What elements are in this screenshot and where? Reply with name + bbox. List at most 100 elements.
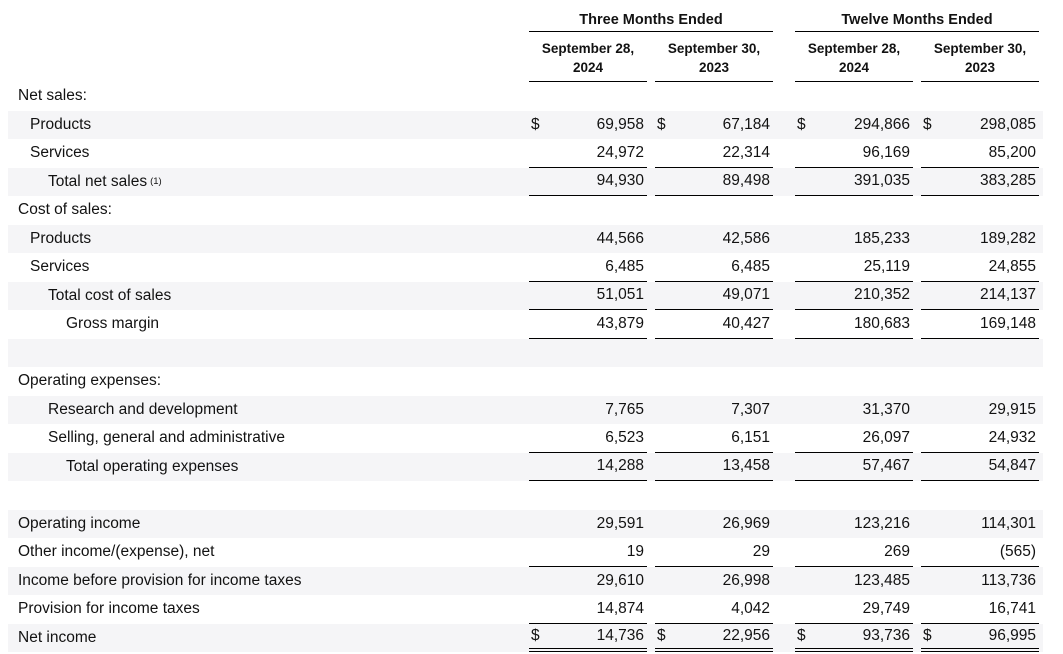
column-group-gap [777,310,791,339]
value-inner: 19 [529,538,647,567]
value-text: 294,866 [853,115,910,133]
section-header-row: Net sales: [8,82,1043,111]
value-text: 44,566 [596,229,644,247]
table-row: Total operating expenses 14,288 13,458 57,4… [8,452,1043,481]
row-label-text: Total net sales [48,172,148,190]
value-cell: 40,427 [651,310,777,339]
value-text: 54,847 [988,457,1036,475]
value-text: 31,370 [862,400,910,418]
value-inner [795,82,913,111]
value-cell: 24,855 [917,253,1043,282]
value-inner: 4,042 [655,595,773,624]
row-label-text: Research and development [48,400,238,418]
value-inner: 114,301 [921,510,1039,539]
value-inner: 210,352 [795,282,913,310]
table-row: Total cost of sales 51,051 49,071 210,352 21… [8,281,1043,310]
value-text: 89,498 [722,172,770,190]
value-inner: 16,741 [921,595,1039,624]
value-cell: 13,458 [651,453,777,481]
group-three-months-label: Three Months Ended [529,12,773,32]
value-cell: $298,085 [917,111,1043,140]
value-cell [791,481,917,510]
column-group-gap [777,82,791,111]
value-cell: 7,307 [651,396,777,425]
value-cell: 26,998 [651,567,777,596]
value-text: 214,137 [979,286,1036,304]
value-text: 69,958 [596,115,644,133]
value-text: 6,485 [605,257,644,275]
value-text: 6,523 [605,428,644,446]
section-header-row: Cost of sales: [8,196,1043,225]
spacer-row [8,481,1043,510]
value-cell: $14,736 [525,624,651,652]
value-inner: 25,119 [795,253,913,282]
column-group-gap [777,595,791,624]
value-inner: 391,035 [795,168,913,196]
row-label: Net income [8,624,525,653]
row-label: Operating expenses: [8,367,525,396]
value-inner [795,196,913,225]
value-cell: 391,035 [791,168,917,196]
value-text: 123,485 [853,571,910,589]
value-cell: 29,591 [525,510,651,539]
value-cell: 94,930 [525,168,651,196]
value-cell [917,367,1043,396]
value-cell [525,82,651,111]
value-text: 22,314 [722,143,770,161]
row-label: Gross margin [8,310,525,339]
value-text: 14,736 [596,626,644,644]
value-inner: 40,427 [655,310,773,339]
value-text: 93,736 [862,626,910,644]
table-row: Other income/(expense), net 19 29 269 (565) [8,538,1043,567]
value-text: 85,200 [988,143,1036,161]
row-label-text: Services [30,258,90,276]
value-cell: (565) [917,538,1043,567]
value-cell: 6,523 [525,424,651,453]
value-text: 14,288 [596,457,644,475]
value-inner: 89,498 [655,168,773,196]
value-cell: 42,586 [651,225,777,254]
value-inner: 29,610 [529,567,647,596]
value-cell [791,339,917,368]
value-inner: $67,184 [655,111,773,140]
column-group-gap [777,538,791,567]
value-inner: 24,972 [529,139,647,168]
value-inner: $22,956 [655,624,773,652]
value-inner: 14,874 [529,595,647,624]
value-text: 40,427 [722,314,770,332]
row-label-text: Selling, general and administrative [48,429,285,447]
table-row: Total net sales (1) 94,930 89,498 391,035 383… [8,167,1043,196]
label-column-spacer [8,6,525,32]
value-cell: 22,314 [651,139,777,168]
value-inner: 22,314 [655,139,773,168]
value-cell: $69,958 [525,111,651,140]
table-row: Selling, general and administrative 6,523… [8,424,1043,453]
value-cell: 169,148 [917,310,1043,339]
value-text: 29,749 [862,599,910,617]
row-label: Operating income [8,510,525,539]
income-statement-table: Three Months Ended Twelve Months Ended S… [8,6,1043,652]
value-text: 43,879 [596,314,644,332]
currency-symbol: $ [797,115,806,133]
value-cell: 269 [791,538,917,567]
group-twelve-months: Twelve Months Ended [791,6,1043,32]
value-text: 113,736 [981,571,1036,589]
value-cell [917,481,1043,510]
table-row: Income before provision for income taxes… [8,566,1043,596]
value-inner: $93,736 [795,624,913,652]
column-group-gap [777,253,791,282]
spacer-row [8,338,1043,368]
date-header-row: September 28, 2024 September 30, 2023 Se… [8,32,1043,82]
value-inner: 44,566 [529,225,647,254]
value-cell: 4,042 [651,595,777,624]
value-text: 114,301 [981,514,1036,532]
value-cell: 43,879 [525,310,651,339]
section-header-row: Operating expenses: [8,367,1043,396]
value-cell: 31,370 [791,396,917,425]
value-text: 19 [626,542,644,560]
column-header-label: September 30, 2023 [655,32,773,82]
value-inner: 6,151 [655,424,773,453]
value-inner: 57,467 [795,453,913,481]
value-cell: 57,467 [791,453,917,481]
value-cell: 123,485 [791,567,917,596]
